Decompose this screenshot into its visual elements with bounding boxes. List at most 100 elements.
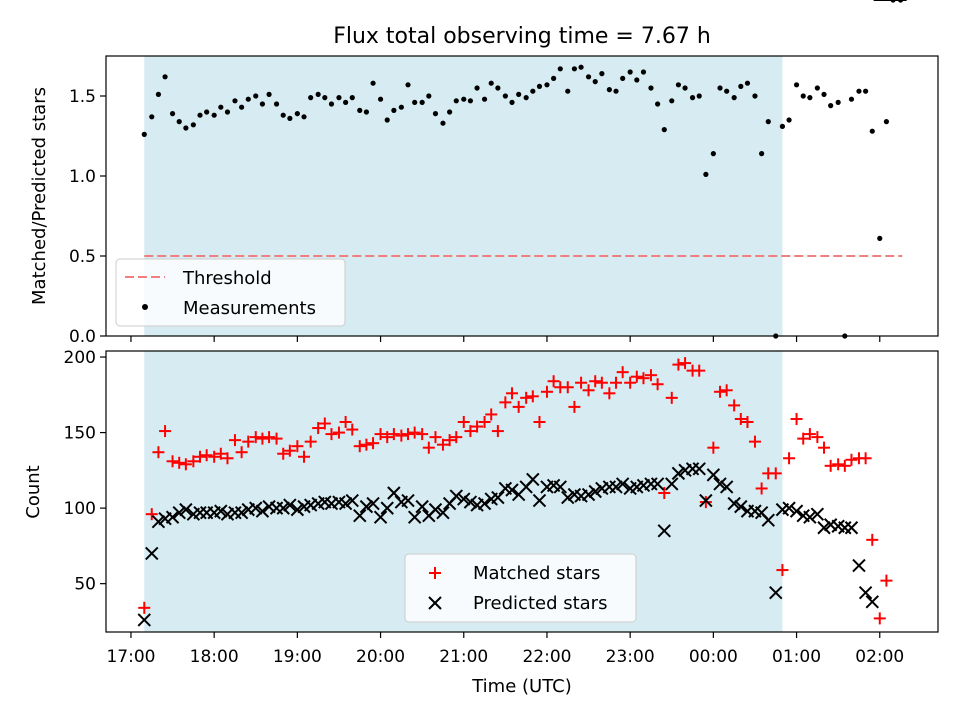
measurement-point <box>863 88 869 94</box>
matched-star-point <box>748 435 761 448</box>
measurement-point <box>322 95 328 101</box>
measurement-point <box>578 64 584 70</box>
measurement-point <box>655 101 661 107</box>
measurement-point <box>648 85 654 91</box>
measurement-point <box>467 98 474 104</box>
matched-star-point <box>145 508 158 521</box>
predicted-star-point <box>727 496 741 511</box>
measurement-point <box>675 82 682 88</box>
measurement-point <box>536 83 543 89</box>
matched-star-point <box>339 416 352 429</box>
bottom-y-tick-label: 50 <box>74 575 96 595</box>
measurement-point <box>599 71 605 77</box>
measurement-point <box>412 99 418 105</box>
predicted-star-point <box>179 502 193 517</box>
measurement-point <box>592 79 598 85</box>
measurement-point <box>245 96 251 102</box>
measurement-point <box>176 119 182 125</box>
matched-star-point <box>221 452 234 465</box>
matched-star-point <box>699 496 712 509</box>
top-y-axis: 0.0 0.5 1.0 1.5 <box>69 87 106 347</box>
measurement-point <box>544 82 550 88</box>
measurement-point <box>259 101 266 107</box>
measurement-point <box>703 171 709 177</box>
matched-star-point <box>138 601 151 614</box>
matched-star-point <box>263 431 276 444</box>
matched-star-point <box>665 391 678 404</box>
matched-star-point <box>873 612 886 625</box>
measurement-point <box>224 109 231 115</box>
measurement-point <box>669 98 675 104</box>
measurement-point <box>391 107 397 113</box>
matched-star-point <box>637 372 650 385</box>
measurement-point <box>398 104 404 110</box>
matched-star-point <box>374 428 387 441</box>
matched-star-point <box>533 416 546 429</box>
matched-star-point <box>734 412 747 425</box>
top-x-ticks <box>130 336 881 342</box>
measurement-point <box>419 99 425 105</box>
predicted-star-point <box>692 462 706 476</box>
predicted-star-point <box>276 501 290 515</box>
matched-star-point <box>755 482 768 495</box>
measurement-point <box>253 93 259 99</box>
predicted-star-point <box>852 558 866 573</box>
measurement-point <box>280 112 286 118</box>
measurement-point <box>426 93 432 99</box>
matched-star-point <box>818 441 831 454</box>
measurement-point <box>620 75 626 81</box>
matched-star-point <box>672 358 685 371</box>
predicted-star-point <box>609 480 623 494</box>
measurement-point <box>793 82 800 88</box>
matched-star-point <box>568 400 581 413</box>
predicted-star-point <box>810 507 825 521</box>
predicted-star-point <box>387 486 401 500</box>
matched-star-point <box>395 429 408 442</box>
matched-star-point <box>429 431 442 444</box>
measurement-point <box>239 104 245 110</box>
measurement-point <box>447 109 453 115</box>
matched-star-point <box>595 376 608 389</box>
predicted-star-point <box>665 477 679 491</box>
threshold-legend-label: Threshold <box>182 268 272 289</box>
measurements-legend-swatch <box>142 304 148 310</box>
measurement-point <box>606 87 612 93</box>
predicted-star-point <box>137 613 151 627</box>
predicted-star-point <box>380 501 394 515</box>
x-tick-label: 21:00 <box>439 647 488 667</box>
matched-star-point <box>200 449 213 462</box>
measurement-point <box>162 74 168 80</box>
measurement-point <box>565 88 571 94</box>
measurement-point <box>682 85 688 91</box>
matched-star-point <box>332 426 345 439</box>
x-tick-label: 02:00 <box>855 647 904 667</box>
predicted-star-point <box>249 501 263 515</box>
measurement-point <box>744 80 751 86</box>
matched-star-point <box>714 385 727 398</box>
predicted-star-point <box>477 496 492 511</box>
measurement-point <box>273 101 280 107</box>
top-legend: Threshold Measurements <box>115 258 346 327</box>
measurement-point <box>835 99 841 105</box>
bottom-y-axis-label: Count <box>23 465 44 518</box>
matched-star-point <box>589 375 602 388</box>
matched-star-point <box>644 369 657 382</box>
measurement-point <box>634 77 640 83</box>
x-tick-label: 01:00 <box>772 647 821 667</box>
matched-star-point <box>485 408 498 421</box>
predicted-star-point <box>345 493 359 508</box>
measurement-point <box>869 128 875 134</box>
measurement-point <box>710 151 716 157</box>
measurement-point <box>141 131 147 137</box>
predicted-star-point <box>782 501 796 515</box>
measurement-point <box>828 103 834 109</box>
measurement-point <box>640 69 647 75</box>
measurement-point <box>696 93 702 99</box>
measurement-point <box>807 95 813 101</box>
measurement-point <box>266 91 272 97</box>
bottom-panel: 50 100 150 200 17:00 18:00 19:00 20:00 21:00 22:… <box>23 0 939 697</box>
predicted-star-point <box>505 483 519 497</box>
measurement-point <box>689 95 696 101</box>
matched-star-point <box>381 431 394 444</box>
matched-star-point <box>408 426 421 439</box>
